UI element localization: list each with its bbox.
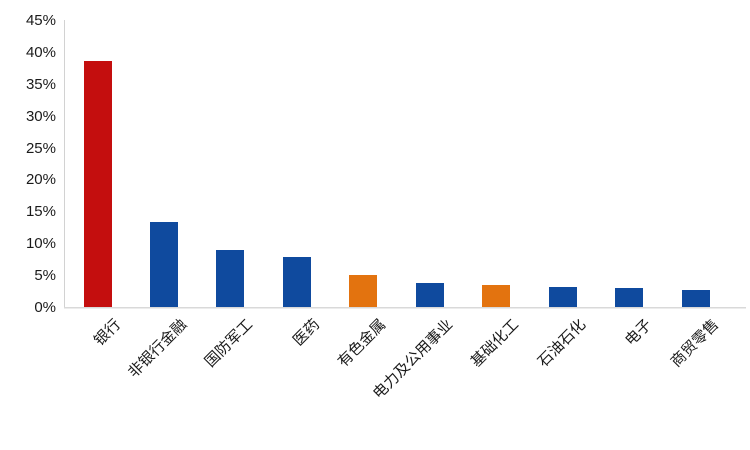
y-axis-tick-label: 35% <box>25 75 56 93</box>
bar-2 <box>216 249 245 307</box>
y-axis-tick-label: 0% <box>34 299 56 316</box>
bar-7 <box>548 287 577 307</box>
bar-3 <box>282 256 311 307</box>
bar-4 <box>349 275 378 307</box>
bar-5 <box>415 283 444 307</box>
x-axis-tick-label: 医药 <box>289 316 323 350</box>
y-axis-tick-label: 5% <box>34 267 56 285</box>
y-axis-line <box>64 20 65 307</box>
x-axis-tick-label: 电子 <box>621 316 656 350</box>
x-axis-tick-label: 商贸零售 <box>667 316 722 371</box>
y-axis-tick-label: 30% <box>25 107 56 125</box>
y-axis-tick-label: 40% <box>25 43 56 61</box>
y-axis-tick-label: 45% <box>25 12 56 29</box>
bar-8 <box>615 287 644 307</box>
x-axis-tick-label: 国防军工 <box>202 316 257 371</box>
x-axis-tick-label: 基础化工 <box>467 316 523 371</box>
y-axis-tick-label: 15% <box>25 203 56 221</box>
bar-1 <box>149 221 178 307</box>
y-axis-tick-label: 25% <box>25 139 56 157</box>
x-axis-tick-label: 石油石化 <box>534 316 589 371</box>
x-axis-tick-label: 非银行金融 <box>125 316 191 382</box>
bar-0 <box>83 61 112 307</box>
y-axis-tick-label: 10% <box>25 235 56 253</box>
x-axis-tick-label: 银行 <box>90 316 124 350</box>
x-axis-tick-label: 有色金属 <box>334 316 390 371</box>
y-axis-tick-label: 20% <box>25 171 56 189</box>
bar-6 <box>482 284 511 307</box>
bar-9 <box>681 290 710 307</box>
x-axis-line <box>64 307 746 309</box>
